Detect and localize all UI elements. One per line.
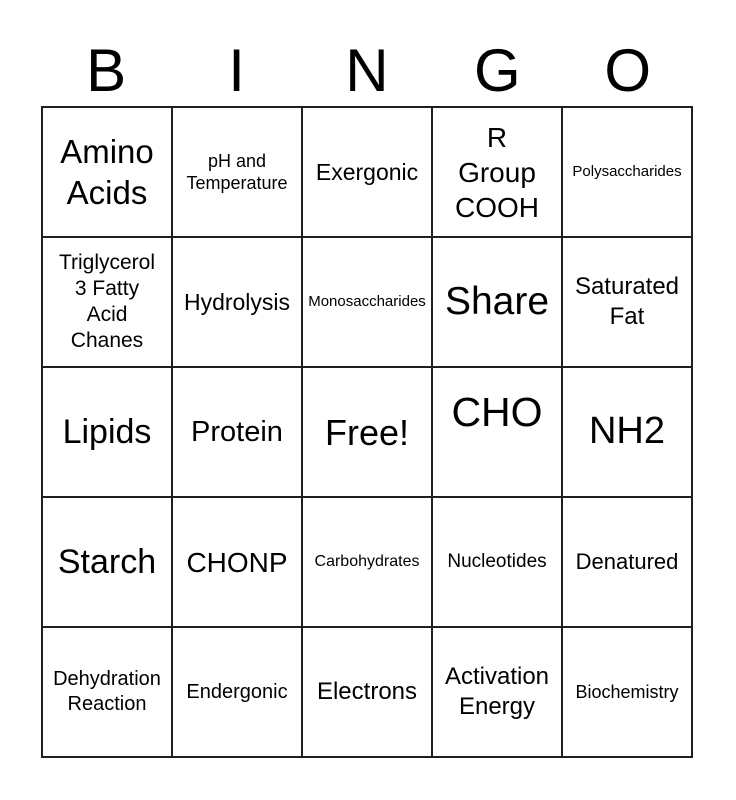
cell-text: Nucleotides xyxy=(447,551,547,573)
cell-text: Amino Acids xyxy=(60,132,154,211)
bingo-cell[interactable]: Saturated Fat xyxy=(561,236,693,368)
bingo-cell[interactable]: Protein xyxy=(171,366,303,498)
cell-text: Lipids xyxy=(62,412,152,451)
cell-text: Carbohydrates xyxy=(314,553,420,570)
bingo-cell[interactable]: Dehydration Reaction xyxy=(41,626,173,758)
cell-text: Share xyxy=(444,279,550,323)
bingo-cell[interactable]: Biochemistry xyxy=(561,626,693,758)
bingo-letter-g: G xyxy=(474,37,521,104)
cell-text: Triglycerol 3 Fatty Acid Chanes xyxy=(58,250,156,353)
bingo-cell[interactable]: Endergonic xyxy=(171,626,303,758)
cell-text: CHO xyxy=(451,389,543,436)
bingo-cell[interactable]: Amino Acids xyxy=(41,106,173,238)
bingo-letter-i: I xyxy=(228,37,245,104)
bingo-header: B I N G O xyxy=(41,36,693,106)
bingo-row-3: Lipids Protein Free! CHO NH2 xyxy=(41,366,693,498)
cell-text: NH2 xyxy=(588,410,666,453)
bingo-cell[interactable]: CHO xyxy=(431,366,563,498)
bingo-letter-o: O xyxy=(604,37,652,104)
bingo-cell[interactable]: Denatured xyxy=(561,496,693,628)
bingo-cell[interactable]: Exergonic xyxy=(301,106,433,238)
bingo-cell[interactable]: Electrons xyxy=(301,626,433,758)
cell-text: R Group COOH xyxy=(455,121,539,223)
bingo-cell[interactable]: Carbohydrates xyxy=(301,496,433,628)
cell-text: Polysaccharides xyxy=(572,162,682,180)
bingo-row-5: Dehydration Reaction Endergonic Electron… xyxy=(41,626,693,758)
cell-text: Hydrolysis xyxy=(183,288,291,315)
cell-text: Starch xyxy=(57,542,157,581)
bingo-cell[interactable]: Hydrolysis xyxy=(171,236,303,368)
cell-text: Monosaccharides xyxy=(308,292,426,310)
bingo-letter-n: N xyxy=(345,37,389,104)
bingo-letter-b: B xyxy=(86,37,127,104)
cell-text: Denatured xyxy=(575,549,679,575)
cell-text: Endergonic xyxy=(186,680,288,703)
cell-text: Free! xyxy=(324,411,410,453)
bingo-cell[interactable]: Monosaccharides xyxy=(301,236,433,368)
cell-text: Exergonic xyxy=(315,158,419,185)
cell-text: Dehydration Reaction xyxy=(53,668,161,715)
bingo-cell[interactable]: CHONP xyxy=(171,496,303,628)
cell-text: Electrons xyxy=(316,678,418,705)
bingo-cell[interactable]: Lipids xyxy=(41,366,173,498)
cell-text: Activation Energy xyxy=(444,663,550,720)
cell-text: Saturated Fat xyxy=(574,273,680,330)
bingo-cell[interactable]: Activation Energy xyxy=(431,626,563,758)
bingo-cell[interactable]: pH and Temperature xyxy=(171,106,303,238)
cell-text: Biochemistry xyxy=(575,681,679,702)
bingo-cell[interactable]: R Group COOH xyxy=(431,106,563,238)
free-cell[interactable]: Free! xyxy=(301,366,433,498)
bingo-cell[interactable]: Polysaccharides xyxy=(561,106,693,238)
bingo-grid: Amino Acids pH and Temperature Exergonic… xyxy=(41,106,693,758)
bingo-row-1: Amino Acids pH and Temperature Exergonic… xyxy=(41,106,693,238)
bingo-cell[interactable]: Starch xyxy=(41,496,173,628)
bingo-cell[interactable]: Share xyxy=(431,236,563,368)
cell-text: CHONP xyxy=(186,546,288,578)
bingo-cell[interactable]: NH2 xyxy=(561,366,693,498)
bingo-row-2: Triglycerol 3 Fatty Acid Chanes Hydrolys… xyxy=(41,236,693,368)
cell-text: pH and Temperature xyxy=(186,150,288,194)
bingo-cell[interactable]: Nucleotides xyxy=(431,496,563,628)
bingo-cell[interactable]: Triglycerol 3 Fatty Acid Chanes xyxy=(41,236,173,368)
bingo-row-4: Starch CHONP Carbohydrates Nucleotides D… xyxy=(41,496,693,628)
cell-text: Protein xyxy=(191,415,283,448)
